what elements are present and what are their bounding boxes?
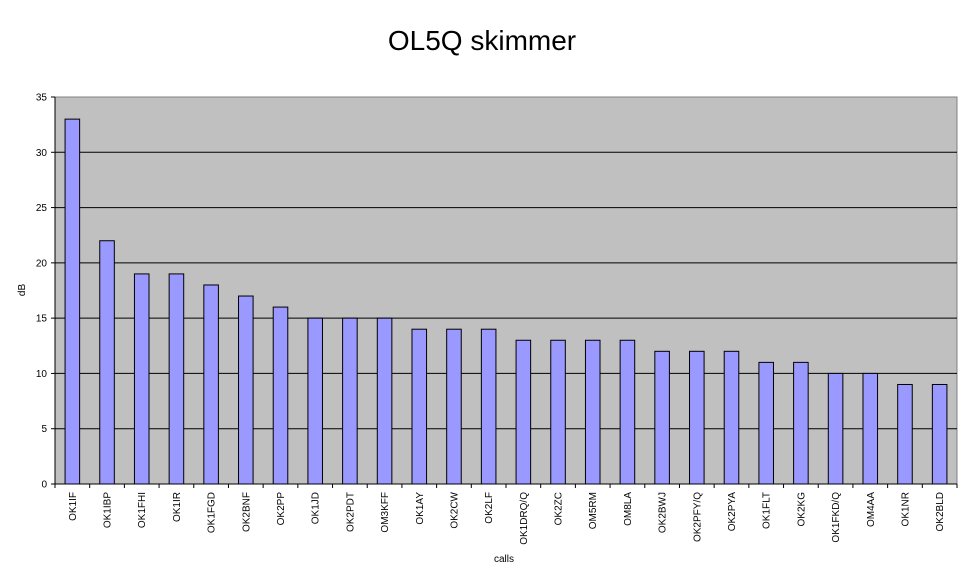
- x-tick-label: OM3KFF: [380, 492, 391, 533]
- x-tick-label: OK1FHI: [137, 492, 148, 528]
- x-tick-label: OK2PDT: [345, 492, 356, 532]
- x-axis: OK1IF OK1IBP OK1FHI OK1IR OK1FGD OK2BNF OK2PP O…: [54, 483, 958, 545]
- x-axis-label: calls: [494, 554, 514, 565]
- bar-om3kff: [376, 317, 393, 485]
- x-tick-label: OK1IBP: [103, 492, 114, 528]
- x-tick-label: OK2BLD: [935, 492, 946, 531]
- x-tick-label: OK1FGD: [207, 492, 218, 533]
- y-tick-label: 25: [36, 203, 48, 214]
- y-axis: 0 5 10 15 20 25 30 35: [36, 93, 56, 491]
- x-tick-label: OK1FLT: [762, 492, 773, 529]
- y-axis-label: dB: [17, 284, 28, 297]
- bars: [64, 118, 948, 485]
- x-tick-label: OK1FKD/Q: [831, 492, 842, 543]
- bar-ok1ibp: [99, 240, 115, 485]
- x-tick-label: OK1NR: [900, 492, 911, 526]
- bar-ok2pp: [272, 306, 289, 485]
- y-tick-label: 10: [36, 369, 48, 380]
- bar-ok2lf: [480, 328, 497, 485]
- x-tick-label: OK2ZC: [554, 492, 565, 525]
- y-tick-label: 20: [36, 258, 48, 269]
- x-tick-label: OK2BWJ: [658, 492, 669, 533]
- x-tick-label: OK1DRQ/Q: [519, 492, 530, 545]
- bar-ok1if: [64, 118, 81, 485]
- x-tick-label: OM8LA: [623, 492, 634, 526]
- bar-ok2pya: [723, 350, 740, 485]
- y-tick-label: 35: [36, 93, 48, 104]
- bar-om5rm: [584, 339, 601, 485]
- x-tick-label: OM5RM: [588, 492, 599, 529]
- bar-ok1fkd-q: [827, 372, 844, 485]
- bar-ok1nr: [897, 383, 913, 485]
- x-tick-label: OM4AA: [866, 492, 877, 527]
- x-tick-label: OK1AY: [415, 492, 426, 525]
- y-tick-label: 5: [41, 424, 47, 435]
- bar-ok1flt: [758, 361, 774, 485]
- bar-ok2zc: [550, 339, 566, 485]
- x-tick-label: OK1IF: [68, 492, 79, 521]
- x-tick-label: OK2PFY/Q: [692, 492, 703, 542]
- y-tick-label: 15: [36, 314, 48, 325]
- bar-ok2pfy-q: [689, 350, 705, 485]
- bar-ok1ay: [411, 328, 428, 485]
- x-tick-label: OK2BNF: [241, 492, 252, 532]
- plot-area: [54, 96, 958, 485]
- bar-ok2pdt: [342, 317, 358, 485]
- x-tick-label: OK2KG: [796, 492, 807, 527]
- bar-ok2bld: [931, 383, 948, 485]
- x-tick-label: OK2PP: [276, 492, 287, 526]
- x-tick-label: OK2PYA: [727, 492, 738, 532]
- bar-ok1fgd: [203, 284, 219, 485]
- y-tick-label: 30: [36, 148, 48, 159]
- x-tick-label: OK2LF: [484, 492, 495, 524]
- chart-title: OL5Q skimmer: [388, 25, 576, 56]
- bar-om4aa: [862, 372, 879, 485]
- bar-ok1ir: [168, 273, 185, 485]
- bar-ok2bnf: [238, 295, 254, 485]
- bar-ok2kg: [793, 361, 809, 485]
- bar-ok2cw: [446, 328, 462, 485]
- x-tick-label: OK1JD: [311, 492, 322, 524]
- x-tick-label: OK2CW: [449, 491, 460, 528]
- bar-ok2bwj: [654, 350, 670, 485]
- bar-ok1fhi: [133, 273, 150, 485]
- bar-ok1drq-q: [515, 339, 532, 485]
- bar-om8la: [619, 339, 636, 485]
- x-tick-label: OK1IR: [172, 492, 183, 522]
- y-tick-label: 0: [41, 480, 47, 491]
- bar-ok1jd: [307, 317, 323, 485]
